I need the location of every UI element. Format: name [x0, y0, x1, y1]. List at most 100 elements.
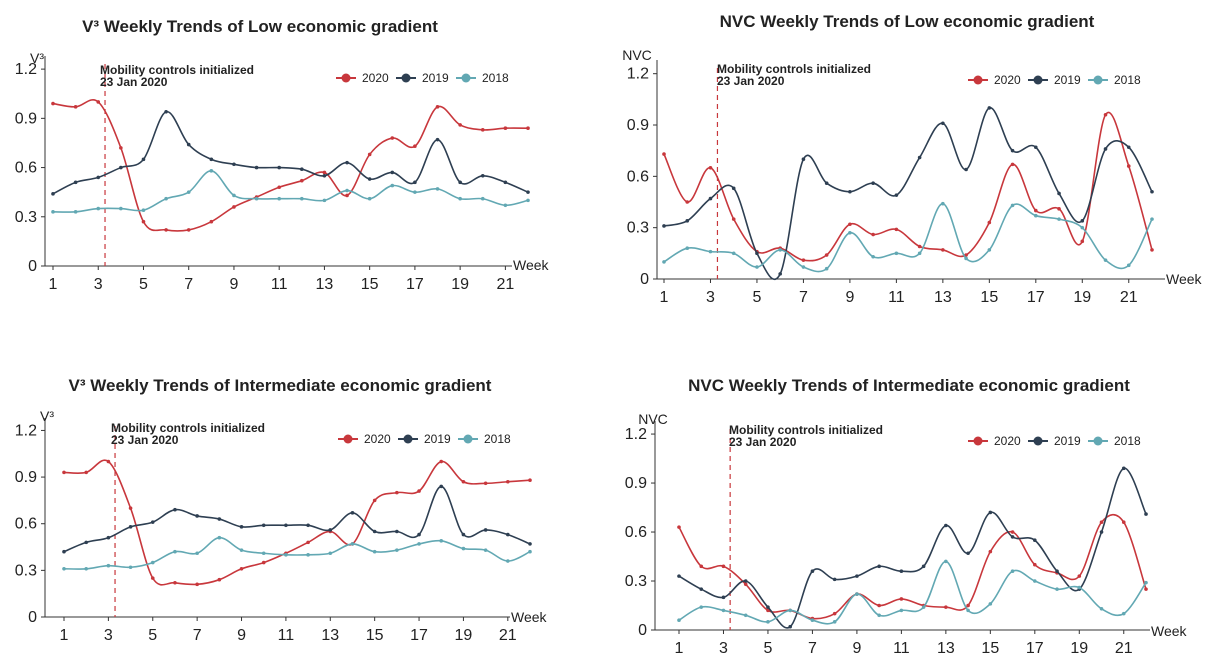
chart-title: V³ Weekly Trends of Low economic gradien… [82, 17, 438, 36]
x-tick-label: 5 [148, 627, 157, 644]
data-point [350, 511, 355, 515]
data-point [322, 173, 327, 178]
data-point [1033, 579, 1037, 583]
chart-title: V³ Weekly Trends of Intermediate economi… [69, 376, 492, 395]
y-tick-label: 0.6 [15, 516, 37, 533]
x-tick-label: 15 [366, 627, 384, 644]
y-tick-label: 0.3 [15, 562, 37, 579]
data-point [209, 169, 214, 173]
annotation-date: 23 Jan 2020 [100, 75, 168, 89]
data-point [1010, 535, 1015, 539]
y-tick-label: 1.2 [627, 66, 649, 83]
data-point [944, 605, 948, 609]
annotation-date: 23 Jan 2020 [111, 433, 179, 447]
series-line [63, 485, 531, 553]
data-point [195, 551, 199, 556]
data-point [328, 528, 333, 532]
data-point [186, 228, 191, 232]
series-line [63, 536, 531, 570]
data-point [1121, 611, 1126, 616]
series-2020 [662, 111, 1154, 262]
data-point [778, 248, 782, 252]
y-axis-label: V³ [30, 50, 44, 66]
data-point [232, 162, 236, 167]
y-tick-label: 0.9 [15, 110, 37, 127]
data-point [51, 192, 55, 196]
data-point [855, 592, 859, 596]
series-2018 [662, 201, 1154, 273]
data-point [528, 549, 532, 554]
x-tick-label: 19 [1070, 640, 1088, 657]
data-point [480, 196, 485, 201]
data-point [824, 181, 829, 185]
data-point [458, 123, 462, 127]
x-tick-label: 11 [893, 640, 910, 657]
data-point [941, 201, 945, 206]
legend-swatch-marker [1093, 436, 1103, 446]
annotation-date: 23 Jan 2020 [729, 435, 797, 449]
data-point [261, 560, 266, 565]
legend-label: 2020 [364, 432, 391, 446]
data-point [1077, 585, 1082, 590]
data-point [84, 540, 88, 545]
y-axis-label: V³ [40, 408, 54, 424]
data-point [328, 551, 333, 556]
y-tick-label: 0.9 [625, 475, 647, 492]
legend-swatch-marker [973, 75, 983, 85]
series-2019 [662, 106, 1154, 281]
data-point [345, 160, 349, 165]
data-point [899, 569, 904, 574]
legend: 2020 2019 2018 [336, 71, 509, 85]
data-point [150, 520, 155, 524]
data-point [1126, 263, 1131, 268]
data-point [894, 193, 899, 197]
data-point [731, 251, 736, 256]
legend-label: 2019 [1054, 73, 1081, 87]
data-point [917, 244, 922, 249]
data-point [721, 608, 726, 613]
data-point [1034, 213, 1038, 218]
x-tick-label: 17 [406, 276, 424, 293]
data-point [417, 542, 421, 546]
data-point [894, 227, 899, 232]
data-point [372, 529, 377, 534]
series-line [678, 560, 1147, 625]
data-point [84, 567, 88, 571]
data-point [708, 165, 713, 170]
data-point [677, 574, 681, 578]
chart-panel-1: V³ Weekly Trends of Low economic gradien… [15, 17, 550, 293]
data-point [306, 523, 310, 528]
x-tick-label: 7 [193, 627, 202, 644]
y-tick-label: 0.6 [625, 524, 647, 541]
data-point [708, 249, 713, 254]
data-point [106, 563, 111, 568]
series-line [663, 202, 1153, 273]
data-point [988, 602, 993, 606]
chart-title: NVC Weekly Trends of Intermediate econom… [688, 376, 1130, 395]
y-tick-label: 0 [638, 622, 647, 639]
x-tick-label: 3 [94, 276, 103, 293]
data-point [801, 258, 806, 262]
x-axis-label: Week [511, 609, 548, 625]
data-point [232, 193, 236, 198]
data-point [743, 613, 748, 618]
x-tick-label: 9 [852, 640, 861, 657]
data-point [708, 196, 713, 201]
x-tick-label: 21 [1120, 289, 1138, 306]
data-point [941, 121, 945, 126]
data-point [778, 272, 782, 276]
data-point [128, 525, 133, 529]
data-point [395, 548, 399, 552]
x-tick-label: 21 [499, 627, 517, 644]
data-point [239, 567, 244, 571]
x-tick-label: 1 [675, 640, 684, 657]
data-point [480, 173, 485, 178]
data-point [300, 196, 304, 201]
legend-swatch-marker [463, 434, 473, 444]
series-line [678, 513, 1147, 620]
x-tick-label: 17 [410, 627, 428, 644]
data-point [721, 595, 726, 600]
data-point [1034, 208, 1038, 213]
x-tick-label: 3 [104, 627, 113, 644]
data-point [413, 144, 417, 149]
